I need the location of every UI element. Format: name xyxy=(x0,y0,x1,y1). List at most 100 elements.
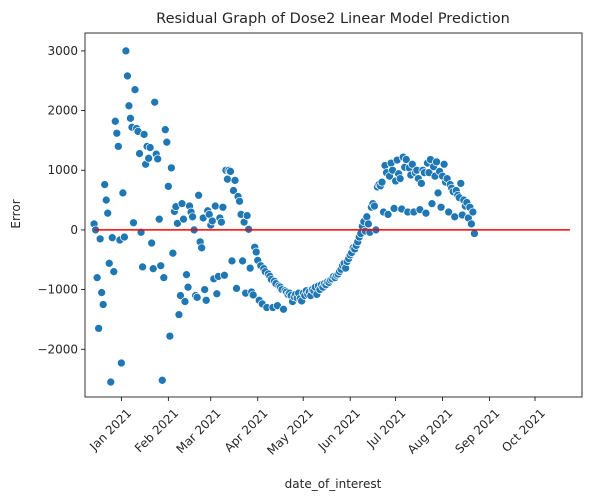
data-point xyxy=(120,232,129,242)
data-point xyxy=(179,214,188,224)
data-point xyxy=(279,304,288,314)
x-tick-label: May 2021 xyxy=(264,406,316,458)
data-point xyxy=(212,289,222,299)
data-point xyxy=(235,196,244,206)
data-point xyxy=(98,300,108,309)
data-point xyxy=(456,179,466,188)
data-point xyxy=(183,282,193,292)
data-point xyxy=(229,186,238,195)
data-point xyxy=(468,207,478,217)
data-point xyxy=(117,358,126,368)
data-point xyxy=(238,256,247,266)
data-point xyxy=(153,154,163,164)
data-point xyxy=(156,261,166,271)
data-point xyxy=(112,128,122,138)
data-point xyxy=(154,214,164,224)
chart-title: Residual Graph of Dose2 Linear Model Pre… xyxy=(156,11,510,27)
x-axis-label: date_of_interest xyxy=(285,477,382,491)
data-point xyxy=(383,210,393,219)
data-point xyxy=(201,295,211,305)
data-point xyxy=(248,290,258,300)
data-point xyxy=(436,202,446,212)
data-point xyxy=(362,212,372,222)
x-tick-label: Jul 2021 xyxy=(363,406,408,451)
data-point xyxy=(444,207,454,217)
data-point xyxy=(432,157,441,167)
data-point xyxy=(174,310,184,319)
y-tick-label: −2000 xyxy=(37,342,78,356)
y-tick-label: 0 xyxy=(70,223,78,237)
data-point xyxy=(135,149,144,158)
data-point xyxy=(101,195,111,205)
data-point xyxy=(97,288,107,297)
data-point xyxy=(223,174,232,184)
data-point xyxy=(188,212,197,222)
data-point xyxy=(194,190,203,200)
data-point xyxy=(144,153,153,163)
data-point xyxy=(251,247,261,257)
y-tick-label: −1000 xyxy=(37,283,78,297)
data-point xyxy=(220,270,229,280)
data-point xyxy=(124,101,134,111)
data-point xyxy=(230,176,240,185)
data-point xyxy=(433,188,443,198)
data-point xyxy=(439,159,449,169)
y-axis-label: Error xyxy=(9,199,23,228)
data-point xyxy=(217,217,226,227)
data-point xyxy=(147,238,157,248)
data-point xyxy=(407,159,417,169)
data-point xyxy=(121,46,131,56)
data-point xyxy=(118,188,128,198)
y-tick-label: 2000 xyxy=(47,104,78,118)
data-point xyxy=(207,216,217,226)
y-tick-label: 3000 xyxy=(47,44,78,58)
data-point xyxy=(227,256,237,266)
data-point xyxy=(200,285,210,294)
data-point xyxy=(421,208,431,218)
x-tick-label: Oct 2021 xyxy=(499,406,548,455)
data-point xyxy=(168,248,178,258)
data-point xyxy=(210,201,220,211)
data-point xyxy=(226,167,235,176)
data-point xyxy=(162,137,172,147)
data-point xyxy=(104,258,114,268)
x-tick-label: Aug 2021 xyxy=(405,406,456,457)
data-point xyxy=(232,284,241,293)
data-point xyxy=(106,377,116,387)
data-point xyxy=(130,85,140,95)
data-point xyxy=(163,182,173,191)
x-tick-label: Jan 2021 xyxy=(86,406,134,454)
data-point xyxy=(148,264,158,274)
data-point xyxy=(395,174,405,183)
data-point xyxy=(242,211,252,220)
data-point xyxy=(103,208,113,218)
data-point xyxy=(377,177,387,187)
y-axis-ticks: −2000 −1000 0 1000 2000 3000 xyxy=(37,44,85,356)
data-point xyxy=(182,270,191,280)
data-point xyxy=(450,212,460,222)
data-point xyxy=(167,163,176,173)
data-point xyxy=(139,130,149,139)
data-point xyxy=(138,262,147,272)
data-point xyxy=(145,143,155,152)
data-point xyxy=(197,243,207,253)
data-point xyxy=(177,199,187,209)
data-point xyxy=(150,97,160,107)
data-point xyxy=(129,218,138,228)
data-point xyxy=(165,331,175,341)
data-point xyxy=(95,234,105,244)
data-point xyxy=(100,180,110,189)
data-point xyxy=(467,219,476,229)
data-point xyxy=(401,155,411,164)
data-point xyxy=(218,202,228,212)
data-point xyxy=(94,324,103,333)
data-point xyxy=(92,273,102,283)
data-point xyxy=(364,219,373,229)
x-tick-label: Sep 2021 xyxy=(452,406,502,456)
data-point xyxy=(427,199,437,209)
data-point xyxy=(389,204,399,213)
data-point xyxy=(470,229,479,238)
data-point xyxy=(123,71,132,81)
